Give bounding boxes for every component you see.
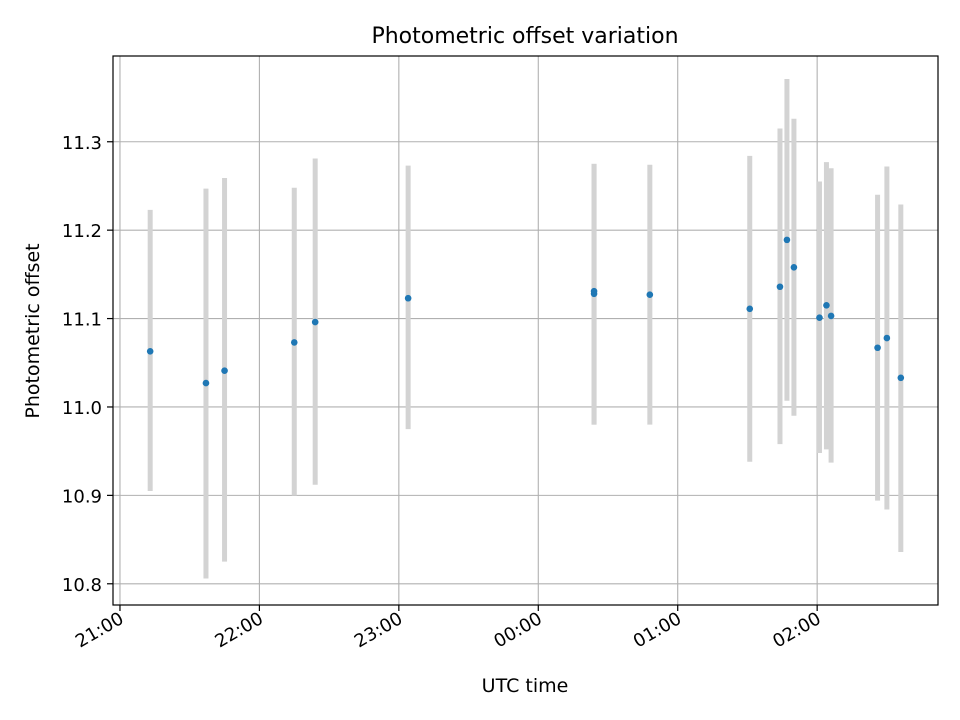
data-point — [783, 236, 791, 244]
y-tick-label: 11.3 — [62, 133, 102, 154]
data-point — [874, 344, 881, 352]
data-point — [221, 367, 228, 375]
data-point — [202, 379, 210, 387]
data-point — [827, 312, 835, 320]
y-axis-label: Photometric offset — [22, 243, 44, 418]
chart-title: Photometric offset variation — [371, 24, 678, 49]
data-points — [146, 236, 905, 387]
grid — [113, 56, 938, 605]
data-point — [823, 302, 830, 309]
data-point — [646, 291, 654, 298]
y-tick-label: 10.9 — [62, 486, 102, 507]
data-point — [816, 314, 823, 321]
data-point — [776, 283, 784, 291]
data-point — [146, 347, 154, 355]
plot-frame — [112, 55, 939, 606]
data-point — [290, 339, 298, 346]
data-point — [883, 334, 891, 342]
data-point — [590, 287, 598, 295]
y-axis-ticks: 10.8 10.9 11.0 11.1 11.2 11.3 — [62, 133, 113, 596]
data-point — [790, 263, 798, 271]
data-point — [404, 294, 412, 302]
data-point — [311, 318, 319, 326]
y-tick-label: 10.8 — [62, 575, 102, 596]
y-tick-label: 11.0 — [62, 398, 102, 419]
data-point — [746, 305, 754, 313]
y-tick-label: 11.2 — [62, 221, 102, 242]
data-point — [897, 374, 905, 382]
x-axis-label: UTC time — [482, 675, 569, 697]
y-tick-label: 11.1 — [62, 310, 102, 331]
